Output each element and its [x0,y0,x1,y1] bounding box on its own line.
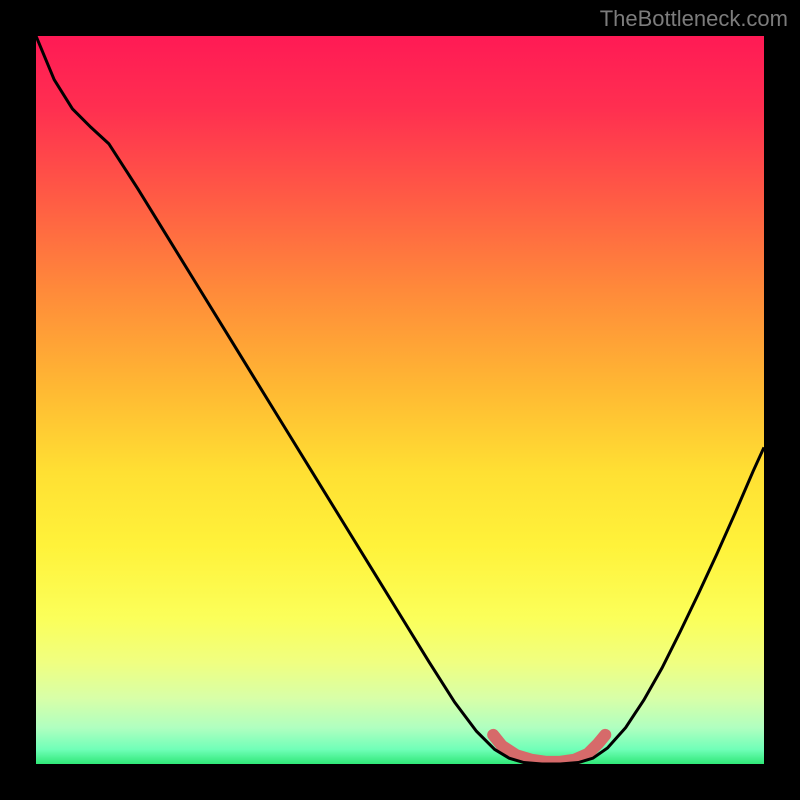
plot-area [36,36,764,764]
attribution-text: TheBottleneck.com [600,6,788,32]
curve-overlay [36,36,764,764]
bottleneck-curve [36,36,764,764]
